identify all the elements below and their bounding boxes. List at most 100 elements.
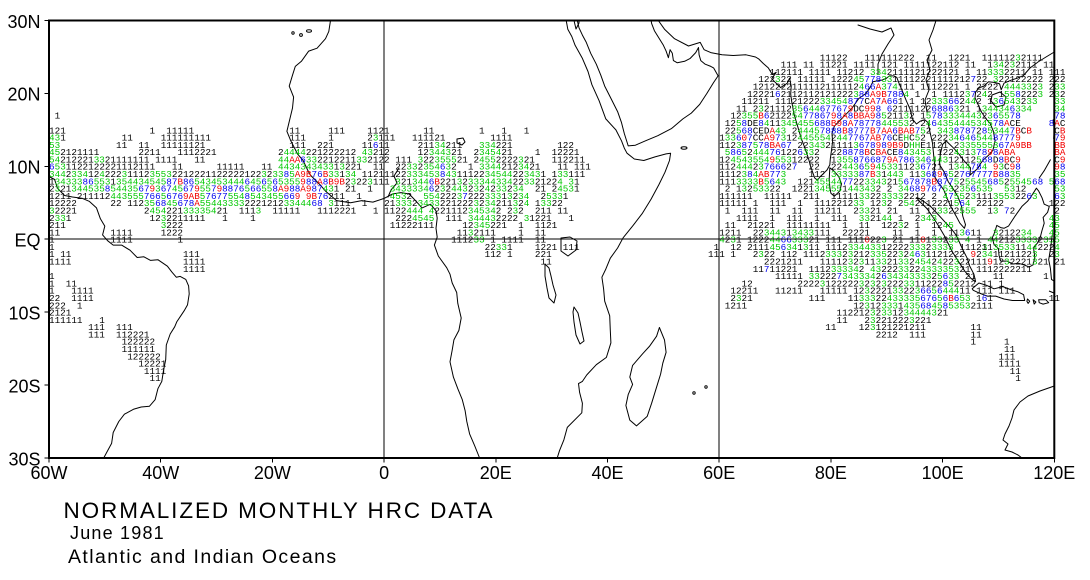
svg-text:112: 112: [781, 249, 798, 260]
svg-text:3: 3: [853, 140, 859, 151]
svg-text:5: 5: [736, 125, 742, 136]
svg-text:11: 11: [150, 373, 162, 384]
svg-text:34443: 34443: [468, 213, 496, 224]
svg-text:9B9: 9B9: [887, 140, 904, 151]
svg-text:2: 2: [859, 264, 865, 275]
svg-text:11: 11: [948, 227, 960, 238]
svg-text:2: 2: [814, 147, 820, 158]
svg-text:3: 3: [904, 111, 910, 122]
svg-text:33: 33: [876, 257, 887, 268]
svg-text:78: 78: [931, 111, 942, 122]
svg-text:12221: 12221: [138, 359, 166, 370]
svg-text:33: 33: [859, 191, 870, 202]
svg-text:334: 334: [870, 67, 887, 78]
svg-text:21112: 21112: [764, 103, 792, 114]
svg-text:533: 533: [546, 191, 563, 202]
svg-text:333: 333: [931, 96, 948, 107]
svg-text:34: 34: [1054, 103, 1066, 114]
svg-text:678: 678: [859, 140, 876, 151]
svg-text:122222: 122222: [122, 337, 156, 348]
svg-text:11111121: 11111121: [161, 140, 206, 151]
svg-text:12: 12: [926, 206, 937, 217]
svg-text:8: 8: [993, 147, 999, 158]
svg-text:9: 9: [987, 147, 993, 158]
svg-text:776: 776: [848, 133, 865, 144]
svg-text:222: 222: [1049, 74, 1066, 85]
svg-text:2: 2: [976, 249, 982, 260]
svg-text:34545: 34545: [781, 118, 809, 129]
svg-text:7: 7: [876, 96, 882, 107]
svg-text:6: 6: [931, 118, 937, 129]
svg-text:1: 1: [948, 162, 954, 173]
svg-text:3: 3: [1010, 60, 1016, 71]
svg-text:22: 22: [976, 74, 987, 85]
svg-text:BA: BA: [876, 147, 888, 158]
svg-text:3: 3: [1032, 257, 1038, 268]
svg-text:1: 1: [987, 60, 993, 71]
svg-text:767: 767: [926, 184, 943, 195]
svg-text:11222: 11222: [915, 278, 943, 289]
svg-text:221222: 221222: [440, 198, 474, 209]
svg-text:3: 3: [965, 89, 971, 100]
svg-text:33: 33: [541, 198, 552, 209]
svg-text:877: 877: [848, 96, 865, 107]
svg-text:9: 9: [937, 169, 943, 180]
svg-text:111111111: 111111111: [161, 133, 212, 144]
svg-text:9B: 9B: [306, 191, 318, 202]
svg-text:8: 8: [898, 147, 904, 158]
svg-text:3: 3: [881, 82, 887, 93]
svg-text:9: 9: [971, 249, 977, 260]
svg-text:2: 2: [876, 271, 882, 282]
svg-text:343: 343: [937, 125, 954, 136]
svg-text:2: 2: [842, 249, 848, 260]
svg-text:22: 22: [870, 191, 881, 202]
svg-text:76: 76: [317, 191, 328, 202]
svg-text:2112112121222: 2112112121222: [781, 89, 854, 100]
svg-text:2: 2: [931, 271, 937, 282]
svg-text:88: 88: [999, 169, 1010, 180]
svg-text:2: 2: [462, 176, 468, 187]
svg-text:33454: 33454: [820, 96, 848, 107]
svg-text:35: 35: [1054, 169, 1065, 180]
svg-text:B: B: [758, 176, 764, 187]
svg-text:4: 4: [937, 257, 943, 268]
svg-text:11: 11: [194, 154, 206, 165]
svg-text:11112: 11112: [820, 257, 848, 268]
svg-text:33: 33: [881, 74, 892, 85]
svg-text:6: 6: [1026, 191, 1032, 202]
svg-text:1112: 1112: [943, 89, 965, 100]
svg-text:211112: 211112: [892, 103, 926, 114]
svg-text:6: 6: [775, 89, 781, 100]
svg-text:554: 554: [228, 191, 245, 202]
svg-text:11: 11: [982, 242, 994, 253]
svg-text:45: 45: [853, 74, 864, 85]
svg-text:1111: 1111: [71, 286, 94, 297]
svg-text:111: 111: [781, 60, 798, 71]
svg-text:2: 2: [479, 198, 485, 209]
svg-text:2: 2: [1004, 176, 1010, 187]
svg-text:1: 1: [976, 235, 982, 246]
svg-text:1: 1: [982, 257, 988, 268]
svg-text:NORMALIZED MONTHLY HRC DATA: NORMALIZED MONTHLY HRC DATA: [64, 498, 495, 523]
svg-text:1: 1: [574, 176, 580, 187]
svg-text:1112221: 1112221: [317, 206, 357, 217]
svg-text:3: 3: [864, 300, 870, 311]
svg-text:1: 1: [770, 213, 776, 224]
svg-text:21: 21: [60, 184, 72, 195]
svg-text:5: 5: [976, 154, 982, 165]
svg-text:454: 454: [915, 257, 932, 268]
svg-text:2: 2: [725, 235, 731, 246]
svg-text:211112: 211112: [77, 191, 111, 202]
svg-text:4: 4: [965, 235, 971, 246]
svg-text:12: 12: [150, 213, 161, 224]
svg-text:8: 8: [323, 176, 329, 187]
svg-text:3: 3: [993, 227, 999, 238]
svg-text:2: 2: [418, 162, 424, 173]
svg-text:1111: 1111: [501, 235, 524, 246]
svg-text:68: 68: [1054, 176, 1065, 187]
svg-text:3: 3: [870, 315, 876, 326]
svg-text:33444: 33444: [284, 198, 312, 209]
svg-text:11: 11: [864, 257, 876, 268]
svg-text:3: 3: [742, 169, 748, 180]
svg-text:111: 111: [334, 198, 351, 209]
